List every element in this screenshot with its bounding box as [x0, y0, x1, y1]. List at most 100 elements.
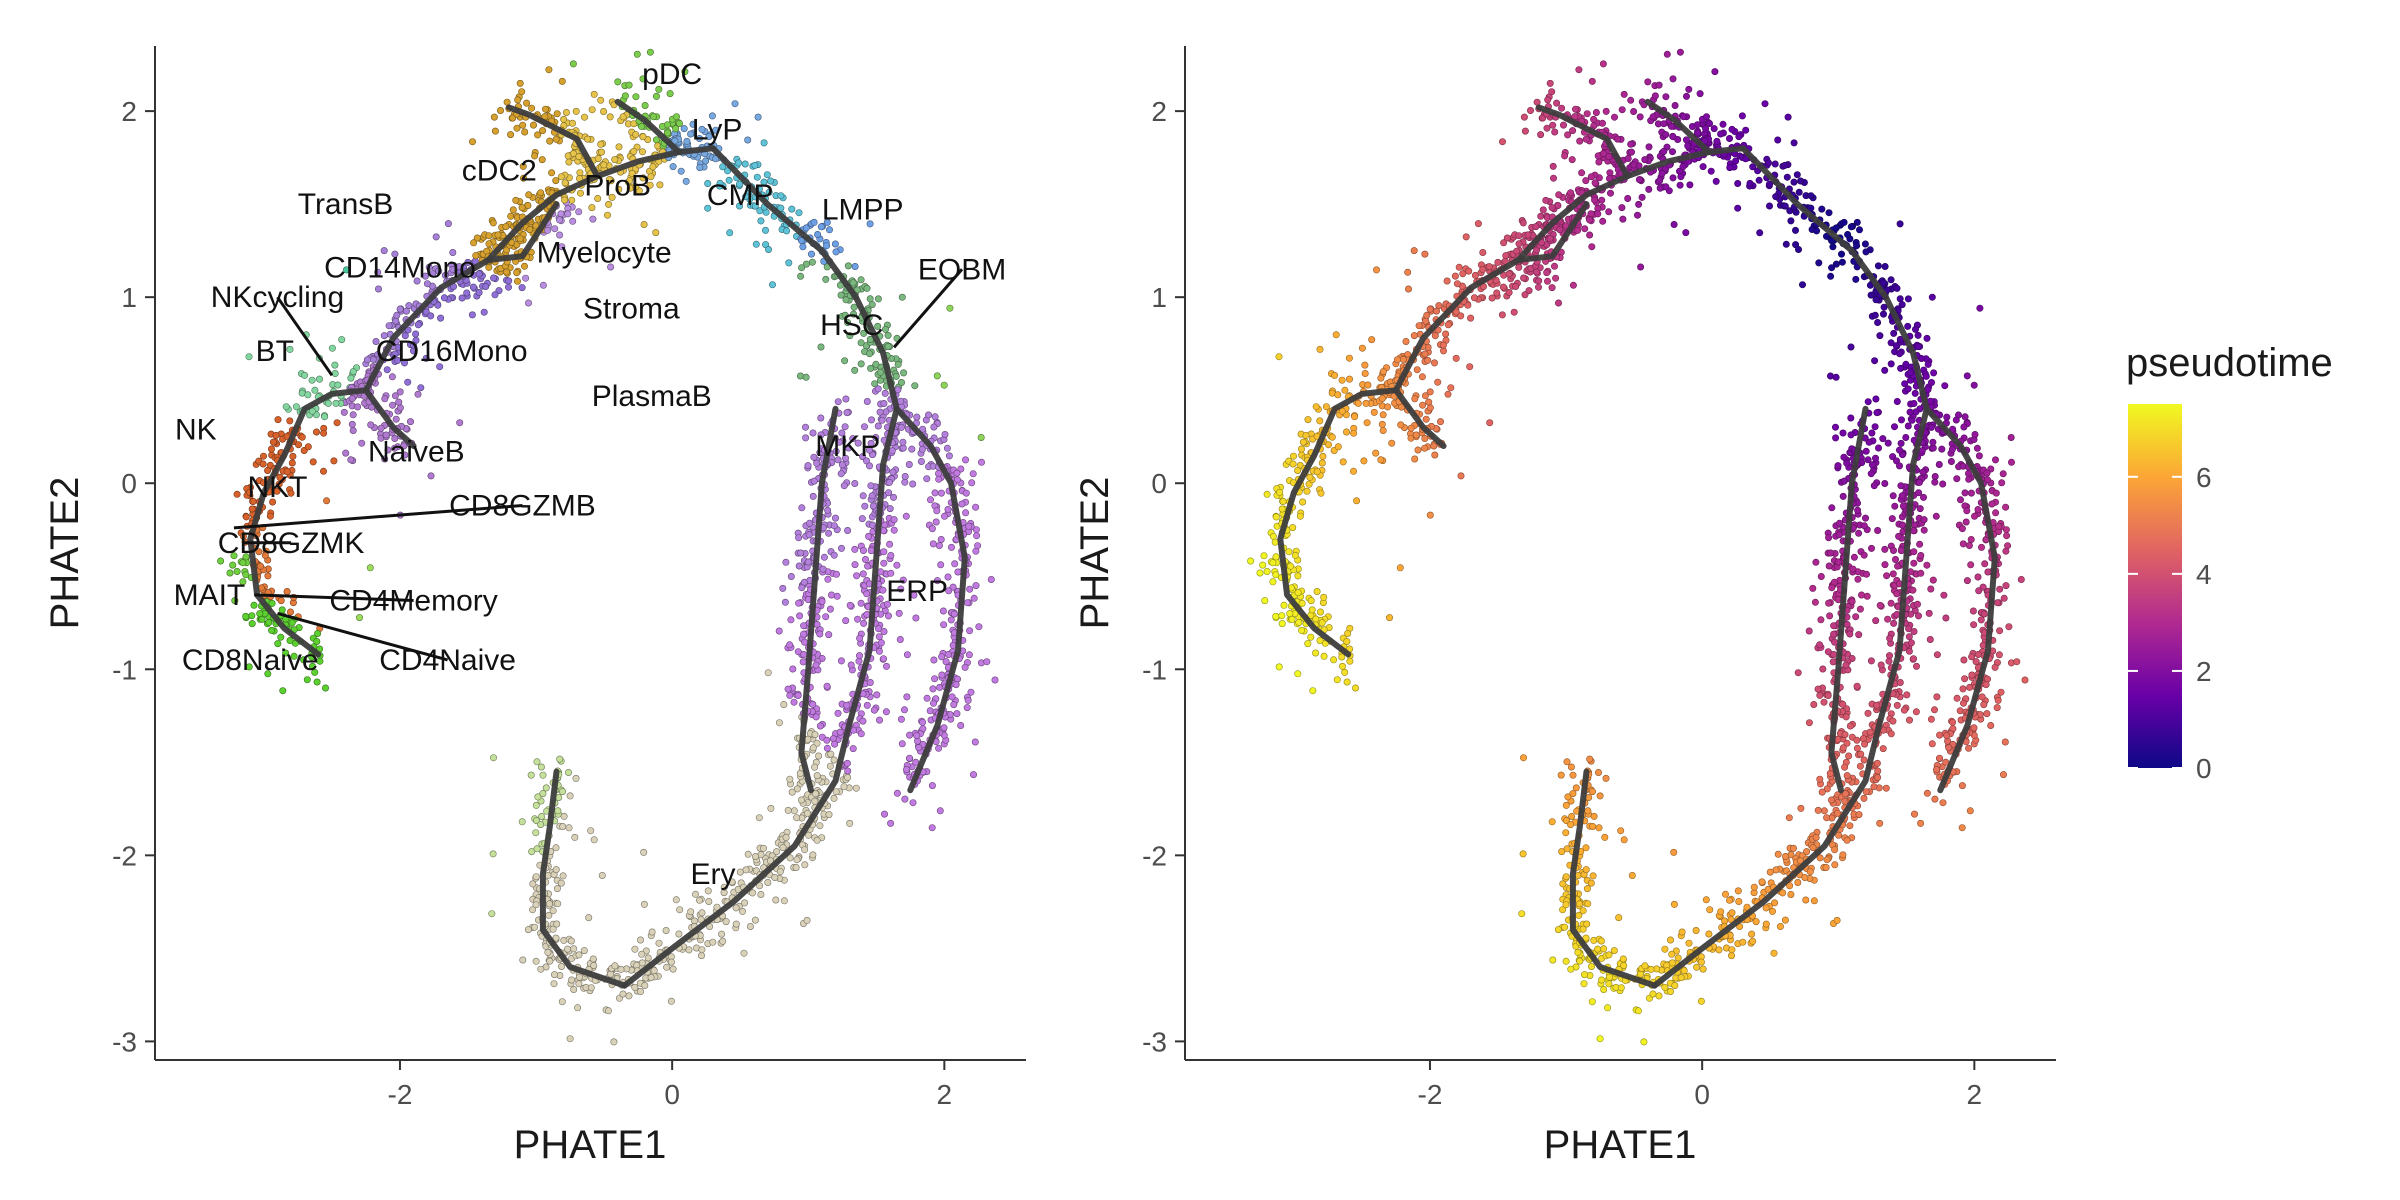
cell-point — [968, 479, 976, 487]
cell-point — [331, 369, 339, 377]
cell-point — [801, 638, 809, 646]
cell-point — [897, 715, 905, 723]
cell-point — [518, 204, 526, 212]
cell-point — [648, 928, 656, 936]
cell-point — [1891, 423, 1899, 431]
cell-point — [905, 754, 913, 762]
cell-point — [529, 906, 537, 914]
cell-point — [1893, 397, 1901, 405]
cell-point — [901, 472, 909, 480]
cell-point — [380, 247, 388, 255]
cell-point — [1953, 694, 1961, 702]
cell-point — [1728, 952, 1736, 960]
cell-point — [469, 283, 477, 291]
cell-point — [1494, 258, 1502, 266]
cell-point — [763, 171, 771, 179]
cell-point — [1766, 180, 1774, 188]
cell-point — [1692, 926, 1700, 934]
cell-point — [283, 468, 291, 476]
cell-point — [1828, 504, 1836, 512]
cell-point — [799, 243, 807, 251]
cell-point — [899, 444, 907, 452]
cell-point — [509, 206, 517, 214]
cell-point — [324, 399, 332, 407]
cell-point — [425, 263, 433, 271]
cell-point — [1983, 710, 1991, 718]
cell-point — [626, 177, 634, 185]
cell-point — [1854, 506, 1862, 514]
cell-point — [1628, 871, 1636, 879]
cell-point — [897, 378, 905, 386]
cell-point — [751, 916, 759, 924]
cell-point — [1587, 879, 1595, 887]
cell-point — [259, 452, 267, 460]
cell-point — [1928, 293, 1936, 301]
cell-point — [991, 676, 999, 684]
cell-point — [786, 691, 794, 699]
cell-point — [807, 250, 815, 258]
cell-point — [816, 630, 824, 638]
cell-point — [898, 740, 906, 748]
cell-point — [258, 615, 266, 623]
cluster-label-ery: Ery — [690, 858, 735, 891]
cell-point — [1853, 218, 1861, 226]
cell-point — [1856, 605, 1864, 613]
cell-point — [1605, 980, 1613, 988]
cell-point — [903, 693, 911, 701]
cell-point — [321, 684, 329, 692]
cell-point — [600, 161, 608, 169]
cell-point — [801, 423, 809, 431]
cell-point — [1884, 615, 1892, 623]
cell-point — [1619, 215, 1627, 223]
cell-point — [647, 173, 655, 181]
cell-point — [1602, 774, 1610, 782]
cell-point — [1876, 601, 1884, 609]
cell-point — [811, 731, 819, 739]
cell-point — [1961, 675, 1969, 683]
cell-point — [1871, 423, 1879, 431]
cell-point — [367, 421, 375, 429]
cell-point — [1823, 785, 1831, 793]
cell-point — [788, 205, 796, 213]
cell-point — [1263, 567, 1271, 575]
cell-point — [1592, 109, 1600, 117]
cell-point — [1707, 167, 1715, 175]
cell-point — [1520, 274, 1528, 282]
cell-point — [587, 984, 595, 992]
cell-point — [1599, 119, 1607, 127]
cell-point — [875, 716, 883, 724]
cell-point — [1886, 634, 1894, 642]
cell-point — [803, 809, 811, 817]
cell-point — [966, 585, 974, 593]
cell-point — [675, 120, 683, 128]
cell-point — [1338, 376, 1346, 384]
cell-point — [1662, 183, 1670, 191]
cell-point — [1582, 177, 1590, 185]
cell-point — [1967, 489, 1975, 497]
cell-point — [1414, 446, 1422, 454]
cell-point — [663, 963, 671, 971]
cell-point — [308, 662, 316, 670]
cell-point — [1680, 967, 1688, 975]
cell-point — [1879, 435, 1887, 443]
cell-point — [587, 827, 595, 835]
cell-point — [825, 811, 833, 819]
cell-point — [331, 361, 339, 369]
cell-point — [765, 188, 773, 196]
cell-point — [429, 270, 437, 278]
cell-point — [798, 264, 806, 272]
cell-point — [947, 616, 955, 624]
cell-point — [969, 470, 977, 478]
cluster-label-bt: BT — [256, 335, 294, 368]
cell-point — [1873, 409, 1881, 417]
cell-point — [1874, 318, 1882, 326]
cell-point — [806, 519, 814, 527]
cell-point — [854, 615, 862, 623]
cell-point — [560, 812, 568, 820]
cell-point — [751, 161, 759, 169]
cell-point — [349, 426, 357, 434]
cell-point — [1615, 914, 1623, 922]
cell-point — [1887, 276, 1895, 284]
cell-point — [697, 952, 705, 960]
cell-point — [394, 356, 402, 364]
